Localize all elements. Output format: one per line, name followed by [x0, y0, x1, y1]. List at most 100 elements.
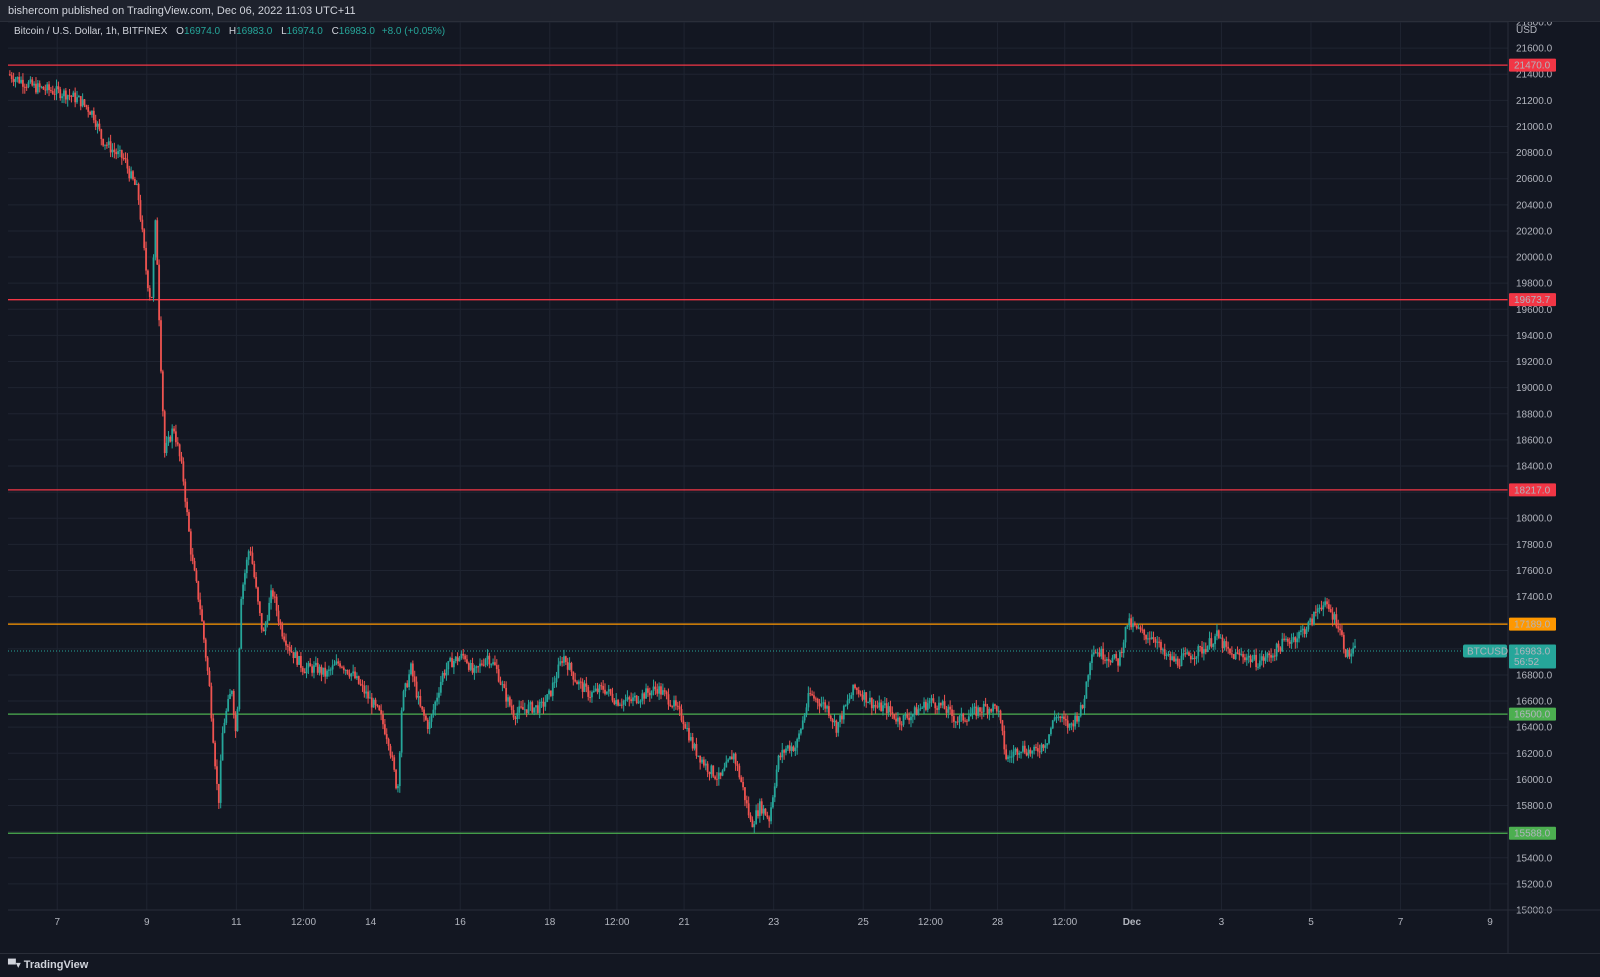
- candle-body: [359, 683, 362, 685]
- candle-body: [1232, 654, 1235, 660]
- candle-body: [889, 706, 892, 712]
- candle-body: [1318, 607, 1321, 609]
- candle-body: [557, 664, 560, 678]
- candle-body: [1262, 656, 1265, 661]
- candle-body: [1326, 601, 1328, 605]
- close-label: C: [331, 26, 339, 37]
- candle-body: [128, 168, 131, 179]
- time-tick-label: 28: [992, 917, 1004, 928]
- candle-body: [8, 74, 11, 76]
- level-price-tag: [1509, 617, 1556, 631]
- candle-body: [952, 716, 955, 722]
- candle-body: [710, 765, 713, 775]
- candle-body: [744, 787, 746, 801]
- candle-body: [331, 665, 334, 670]
- candle-body: [848, 698, 851, 701]
- tradingview-logo[interactable]: ▀▾ TradingView: [8, 954, 88, 977]
- candle-body: [264, 624, 267, 632]
- candle-body: [675, 700, 677, 706]
- candle-body: [176, 442, 179, 445]
- candle-body: [466, 659, 468, 664]
- price-tick-label: 21400.0: [1516, 70, 1553, 81]
- candle-body: [64, 90, 67, 100]
- time-axis[interactable]: 7 9 11 12:00 14 16 18 12:00 21 23 25 12:00 28 12:00 De…: [8, 909, 1600, 928]
- candle-body: [900, 724, 903, 726]
- candle-body: [333, 664, 336, 666]
- candle-body: [658, 686, 661, 694]
- candle-body: [74, 92, 77, 103]
- candle-body: [962, 713, 965, 721]
- candle-body: [1042, 744, 1045, 748]
- candle-body: [783, 750, 786, 753]
- candle-body: [816, 698, 819, 704]
- candle-body: [827, 706, 830, 716]
- candle-body: [1221, 637, 1224, 649]
- candle-body: [410, 663, 412, 675]
- candle-body: [518, 706, 521, 713]
- price-tick-label: 17800.0: [1516, 540, 1553, 551]
- candle-body: [397, 786, 399, 789]
- candle-body: [219, 760, 222, 803]
- horizontal-levels[interactable]: [8, 64, 1508, 834]
- candle-body: [402, 691, 405, 711]
- candle-body: [570, 662, 573, 672]
- candle-body: [512, 710, 515, 718]
- candle-body: [370, 697, 373, 708]
- candle-body: [126, 159, 129, 169]
- candle-body: [120, 150, 123, 158]
- candle-body: [251, 552, 254, 564]
- candle-body: [822, 702, 825, 704]
- candle-body: [579, 681, 582, 683]
- candle-body: [803, 714, 806, 721]
- candle-body: [874, 704, 877, 707]
- candle-body: [997, 710, 1000, 712]
- candle-body: [225, 710, 228, 723]
- candle-body: [490, 664, 493, 666]
- candle-body: [764, 808, 767, 816]
- time-tick-label: 7: [1398, 917, 1404, 928]
- candle-body: [1094, 652, 1097, 654]
- candle-body: [281, 624, 284, 637]
- candle-body: [262, 629, 265, 632]
- candle-body: [818, 703, 821, 707]
- candle-body: [730, 756, 733, 760]
- level-price-label: 17189.0: [1514, 620, 1551, 631]
- candle-body: [727, 759, 730, 762]
- candle-body: [516, 712, 519, 720]
- candle-body: [1219, 637, 1222, 639]
- candle-body: [505, 687, 508, 702]
- candle-body: [314, 662, 317, 666]
- candle-body: [441, 672, 444, 682]
- candle-body: [523, 709, 526, 711]
- candle-body: [1348, 649, 1351, 657]
- candle-body: [995, 705, 998, 712]
- candle-body: [680, 709, 683, 721]
- candle-body: [805, 707, 808, 715]
- candle-body: [497, 669, 500, 682]
- candle-body: [835, 720, 838, 733]
- candle-body: [1331, 612, 1334, 620]
- candle-body: [195, 570, 198, 582]
- candle-body: [1064, 718, 1067, 721]
- candle-body: [1184, 653, 1187, 655]
- chart-area[interactable]: 15000.015200.015400.015600.015800.016000…: [8, 22, 1600, 954]
- candle-body: [1007, 756, 1009, 759]
- candle-body: [876, 706, 879, 708]
- price-chart[interactable]: 15000.015200.015400.015600.015800.016000…: [8, 22, 1600, 954]
- candle-body: [188, 512, 190, 532]
- candle-body: [788, 745, 791, 751]
- candle-body: [92, 110, 95, 121]
- candle-body: [934, 702, 937, 709]
- price-tick-label: 18000.0: [1516, 514, 1553, 525]
- candle-body: [105, 144, 108, 146]
- candle-body: [342, 667, 345, 671]
- candle-body: [1270, 655, 1272, 658]
- candle-body: [495, 665, 498, 670]
- candle-body: [1277, 643, 1280, 648]
- candle-body: [714, 776, 716, 779]
- candle-body: [87, 107, 90, 112]
- candle-body: [83, 99, 86, 106]
- candle-body: [1074, 715, 1077, 727]
- candle-body: [1076, 715, 1078, 722]
- price-tick-label: 20400.0: [1516, 200, 1553, 211]
